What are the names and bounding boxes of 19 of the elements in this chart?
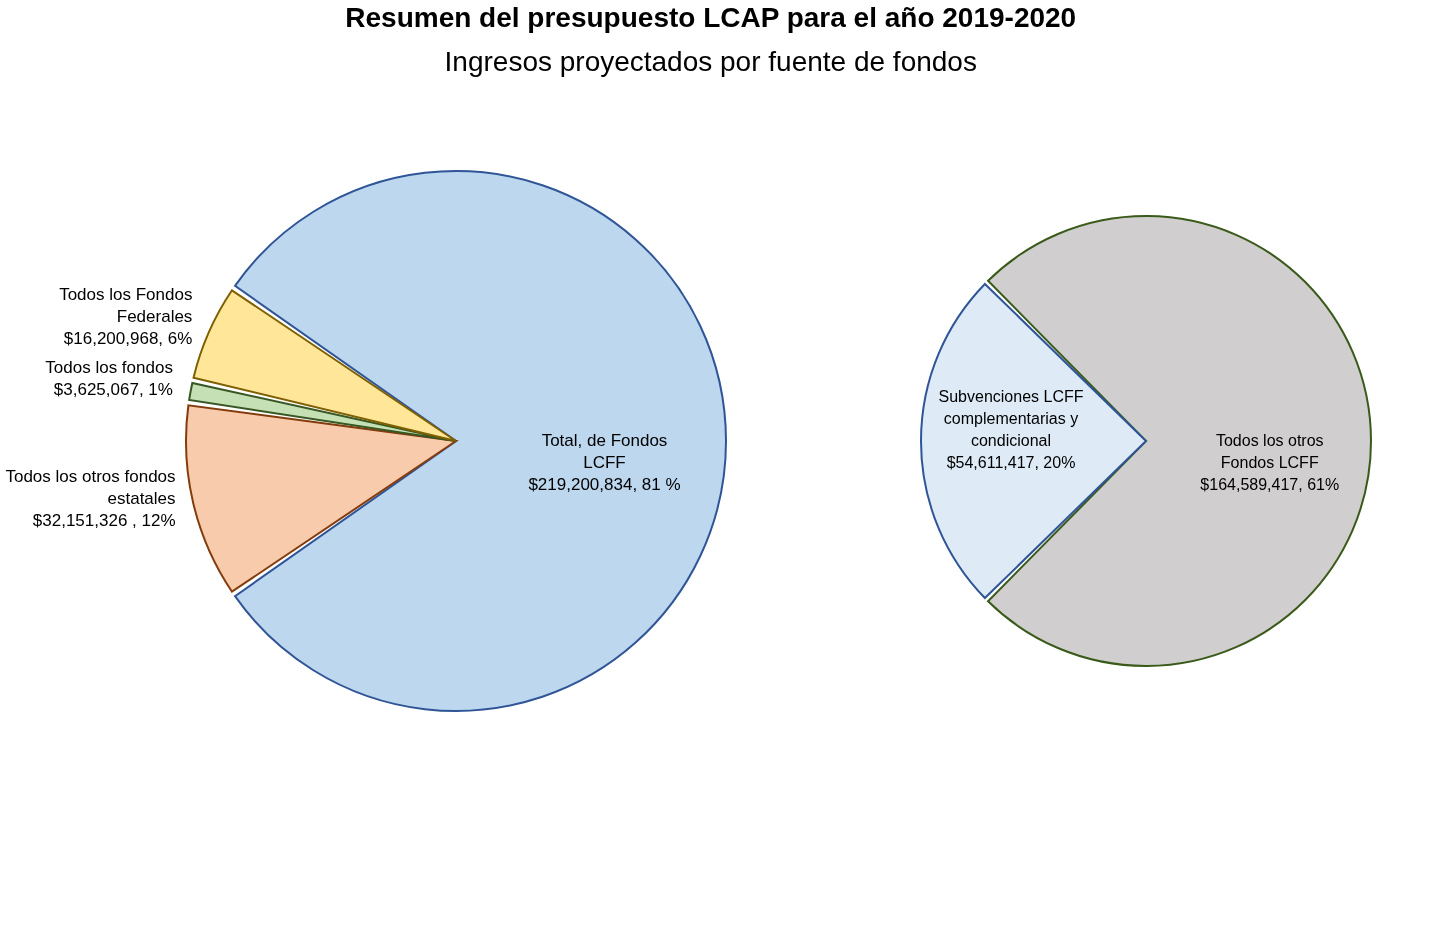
pie-slice [192,289,457,442]
slice-label: Subvenciones LCFF complementarias y condicional [938,388,1084,449]
pie-slice [920,282,1147,600]
chart-title: Resumen del presupuesto LCAP para el año 2019-2020 [345,2,1077,33]
chart-subtitle: Ingresos proyectados por fuente de fondos [444,46,977,77]
data-label: $32,151,326 , 12% [32,510,176,530]
pie-slice [234,170,727,712]
slice-label: Todos los otros fondos estatales [5,466,176,508]
data-label: $164,589,417, 61% [1200,476,1340,493]
data-label: $3,625,067, 1% [53,380,173,400]
data-label: $219,200,834, 81 % [528,475,681,494]
slice-label: Total, de Fondos LCFF [541,431,668,472]
pie-slice [185,404,457,593]
data-label: $54,611,417, 20% [946,454,1076,471]
slice-label: Todos los otros Fondos LCFF [1215,432,1324,471]
slice-label: Todos los fondos [45,358,173,378]
data-label: $16,200,968, 6% [63,329,193,349]
slice-label: Todos los Fondos Federales [59,285,193,327]
pie-slice [188,381,457,442]
